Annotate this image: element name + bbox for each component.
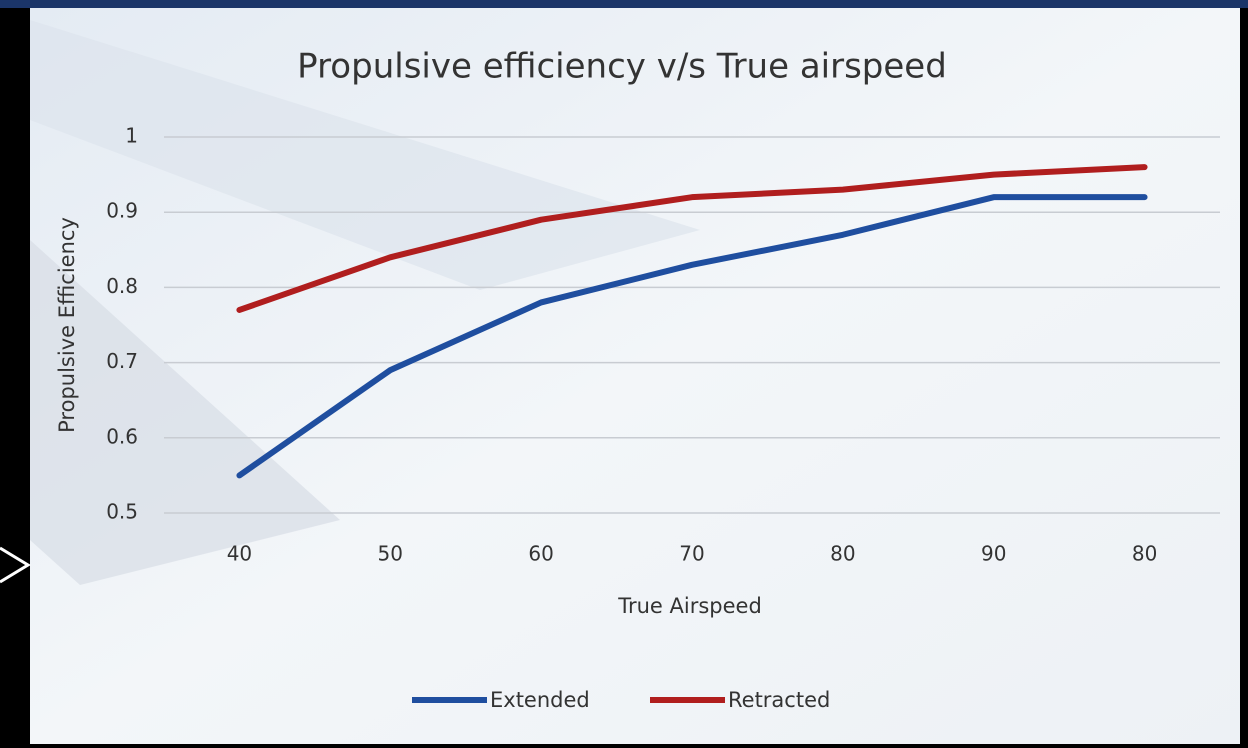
legend-label: Retracted: [728, 688, 830, 712]
x-tick-label: 80: [830, 542, 855, 566]
x-tick-label: 60: [528, 542, 553, 566]
background-shape: [30, 240, 340, 585]
x-axis-label: True Airspeed: [617, 594, 762, 618]
x-tick-label: 50: [378, 542, 403, 566]
y-tick-label: 0.7: [106, 349, 138, 373]
top-band: [0, 0, 1248, 8]
legend-label: Extended: [490, 688, 590, 712]
x-tick-label: 80: [1132, 542, 1157, 566]
x-tick-label: 70: [679, 542, 704, 566]
series-line: [236, 164, 1148, 313]
x-tick-label: 40: [227, 542, 252, 566]
series-line: [236, 194, 1148, 479]
arrow-icon: [0, 546, 31, 584]
x-tick-label: 90: [981, 542, 1006, 566]
y-tick-label: 0.6: [106, 424, 138, 448]
y-tick-label: 1: [125, 124, 138, 148]
y-tick-label: 0.5: [106, 500, 138, 524]
y-axis-label: Propulsive Efficiency: [55, 217, 79, 433]
y-tick-label: 0.8: [106, 274, 138, 298]
chart-title: Propulsive efficiency v/s True airspeed: [297, 47, 947, 87]
y-tick-label: 0.9: [106, 199, 138, 223]
